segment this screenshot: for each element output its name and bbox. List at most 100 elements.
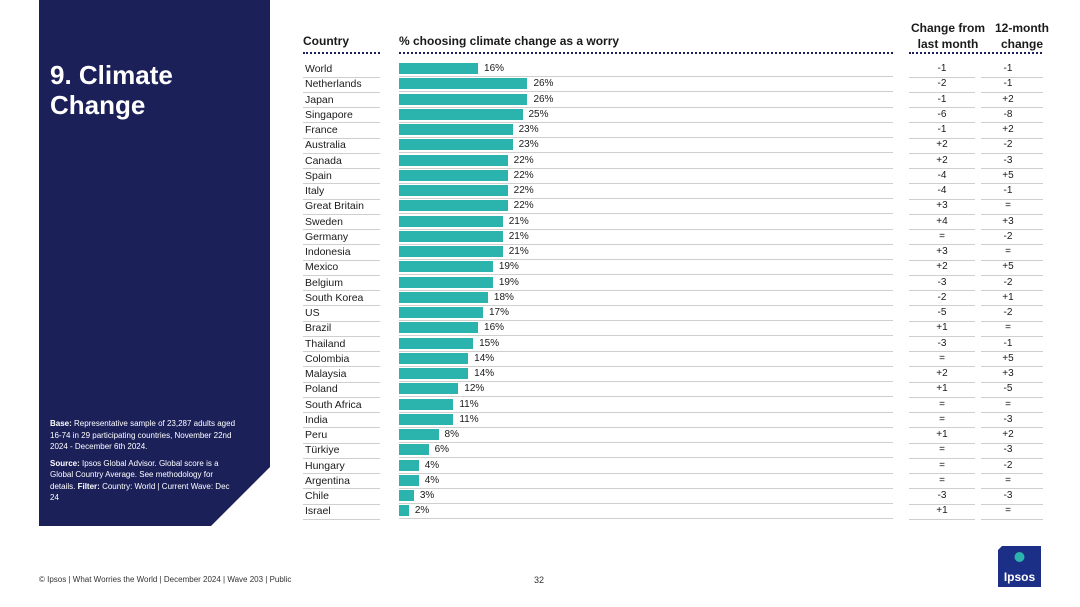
data-label: 19%: [498, 276, 519, 288]
country-label: World: [305, 63, 333, 75]
row-divider: [909, 259, 975, 261]
row-divider: [909, 107, 975, 108]
country-label: Hungary: [305, 459, 345, 472]
row-divider: [303, 396, 380, 398]
row-divider: [981, 107, 1043, 108]
data-label: 26%: [533, 93, 554, 105]
header-divider-country: [303, 52, 380, 54]
table-row: Spain 22% -4 +5: [303, 169, 1043, 185]
bar: [399, 93, 528, 105]
country-label: Canada: [305, 154, 342, 167]
data-label: 14%: [474, 352, 495, 364]
change-month-value: +4: [936, 215, 948, 227]
bar: [399, 108, 523, 120]
header-change-month: Change from last month: [906, 20, 990, 52]
change-year-value: -1: [1003, 63, 1013, 74]
table-row: Hungary 4% = -2: [303, 459, 1043, 474]
country-label: US: [305, 307, 320, 319]
bar-track: 14%: [399, 352, 893, 367]
row-divider: [303, 152, 380, 154]
change-month-value: -3: [937, 337, 947, 349]
change-month-value: +1: [936, 429, 948, 440]
table-row: Chile 3% -3 -3: [303, 489, 1043, 505]
table-row: Japan 26% -1 +2: [303, 93, 1043, 108]
row-divider: [909, 152, 975, 154]
header-divider-metric: [399, 52, 893, 54]
bar: [399, 444, 429, 456]
row-divider: [909, 351, 975, 352]
row-divider: [909, 366, 975, 368]
row-divider: [303, 290, 380, 291]
row-divider: [303, 213, 380, 215]
bar-track: 26%: [399, 77, 893, 93]
data-label: 21%: [508, 230, 529, 242]
country-label: Malaysia: [305, 368, 347, 380]
data-label: 26%: [533, 78, 554, 90]
change-year-value: +5: [1002, 261, 1014, 273]
change-month-value: +1: [936, 505, 948, 517]
bar: [399, 398, 454, 410]
header-country: Country: [303, 34, 349, 48]
country-label: France: [305, 124, 338, 136]
change-year-value: +2: [1002, 93, 1014, 105]
row-divider: [909, 518, 975, 520]
bar: [399, 169, 508, 181]
data-label: 11%: [459, 398, 479, 410]
footer-text: © Ipsos | What Worries the World | Decem…: [39, 575, 292, 584]
table-row: France 23% -1 +2: [303, 123, 1043, 139]
row-divider: [303, 442, 380, 444]
country-label: Brazil: [305, 322, 332, 335]
data-label: 22%: [513, 154, 534, 166]
country-label: Netherlands: [305, 78, 362, 91]
row-divider: [303, 259, 380, 261]
row-divider: [909, 183, 975, 185]
page-title: 9. Climate Change: [50, 60, 173, 120]
logo-text: Ipsos: [1004, 570, 1036, 584]
row-divider: [909, 76, 975, 78]
bar-track: 14%: [399, 367, 893, 382]
data-label: 25%: [528, 108, 549, 120]
row-divider: [909, 396, 975, 398]
bar-track: 16%: [399, 321, 893, 337]
source-text: Ipsos Global Advisor. Global score is a …: [50, 458, 219, 491]
bar-track: 19%: [399, 276, 893, 291]
country-label: Sweden: [305, 215, 343, 228]
change-year-value: -2: [1003, 139, 1013, 151]
country-label: Indonesia: [305, 246, 351, 258]
row-divider: [303, 488, 380, 490]
country-label: Türkiye: [305, 444, 340, 457]
change-month-value: +2: [936, 154, 948, 166]
table-row: Italy 22% -4 -1: [303, 184, 1043, 200]
row-divider: [981, 335, 1043, 337]
row-divider: [303, 427, 380, 429]
change-year-value: -3: [1003, 490, 1013, 501]
bar-track: 21%: [399, 215, 893, 230]
change-month-value: -3: [937, 276, 947, 288]
bar-track: 8%: [399, 428, 893, 443]
row-divider: [981, 305, 1043, 307]
row-divider: [303, 274, 380, 276]
notes: Base: Representative sample of 23,287 ad…: [50, 418, 240, 509]
row-divider: [981, 152, 1043, 154]
bar: [399, 139, 513, 151]
header-change-month-line2: last month: [917, 37, 979, 51]
country-label: South Korea: [305, 291, 364, 304]
change-year-value: =: [1005, 505, 1011, 517]
row-divider: [981, 213, 1043, 215]
data-label: 4%: [424, 474, 440, 486]
row-divider: [909, 213, 975, 215]
bar: [399, 291, 488, 303]
country-label: Israel: [305, 505, 331, 518]
row-divider: [303, 351, 380, 352]
country-label: Germany: [305, 230, 349, 243]
table-row: Canada 22% +2 -3: [303, 154, 1043, 169]
bar-track: 17%: [399, 306, 893, 321]
bar-track: 4%: [399, 474, 893, 489]
table-row: Mexico 19% +2 +5: [303, 260, 1043, 276]
bar-track: 23%: [399, 123, 893, 138]
change-month-value: -6: [937, 108, 947, 120]
bar: [399, 215, 503, 227]
row-divider: [909, 168, 975, 169]
bar-track: 4%: [399, 459, 893, 474]
country-label: Argentina: [305, 474, 350, 487]
